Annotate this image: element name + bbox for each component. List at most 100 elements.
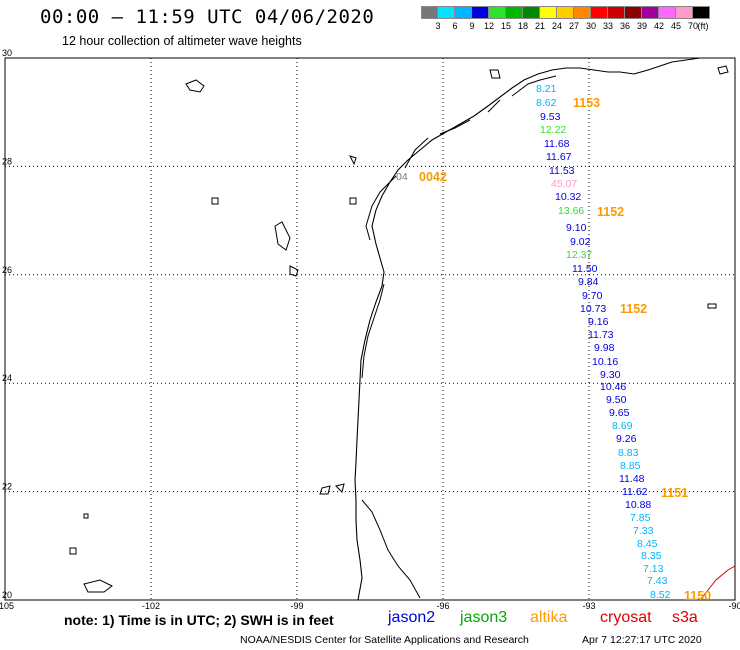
lat-tick-label: 28 [2,156,12,166]
pass-time-label: 0042 [419,170,447,184]
swh-value: 8.52 [650,589,671,601]
legend-entry-altika: altika [530,609,568,626]
color-scale-label: 36 [619,21,631,31]
lon-tick-label: -102 [142,601,160,611]
map-title: 00:00 – 11:59 UTC 04/06/2020 [40,6,375,28]
coastline [354,57,712,601]
color-swatch [540,6,557,19]
swh-value: 9.10 [566,222,587,234]
swh-value: 8.35 [641,550,662,562]
lon-tick-label: -90 [728,601,740,611]
swh-value: 04 [396,171,408,183]
color-scale-label: 15 [500,21,512,31]
swh-value: 9.70 [582,290,603,302]
color-scale-label: 12 [483,21,495,31]
lon-tick-label: -93 [582,601,595,611]
lat-tick-label: 20 [2,590,12,600]
swh-value: 11.62 [622,486,648,498]
legend-entry-s3a: s3a [672,609,698,626]
swh-value: 9.16 [588,316,609,328]
pass-time-label: 1152 [597,205,624,219]
swh-values: 8.218.629.5312.2211.6811.6711.5345.0710.… [396,83,671,601]
units-note: note: 1) Time is in UTC; 2) SWH is in fe… [64,612,334,628]
color-scale-label: 42 [653,21,665,31]
map-subtitle: 12 hour collection of altimeter wave hei… [62,34,302,48]
swh-value: 12.22 [540,124,566,136]
swh-value: 8.69 [612,420,633,432]
swh-value: 8.85 [620,460,641,472]
swh-value: 9.30 [600,369,621,381]
swh-value: 11.50 [572,263,598,275]
swh-value: 7.13 [643,563,664,575]
color-swatch [523,6,540,19]
color-swatch [438,6,455,19]
swh-value: 10.32 [555,191,581,203]
legend-entry-jason2: jason2 [388,609,436,626]
swh-value: 9.98 [594,342,615,354]
color-scale-label: 18 [517,21,529,31]
southeast-coast [699,565,736,601]
color-swatch [455,6,472,19]
color-swatch [591,6,608,19]
swh-value: 8.21 [536,83,557,95]
pass-time-label: 1150 [684,589,711,603]
color-swatch [489,6,506,19]
color-swatch [421,6,438,19]
swh-value: 8.62 [536,97,557,109]
color-scale-label: (ft) [697,21,709,31]
color-scale-label: 70 [687,21,699,31]
color-scale-label: 39 [636,21,648,31]
inland-features [69,65,729,593]
color-scale-label: 21 [534,21,546,31]
color-scale-label: 33 [602,21,614,31]
swh-value: 8.83 [618,447,639,459]
color-swatch [608,6,625,19]
color-scale-label: 45 [670,21,682,31]
color-scale-label: 27 [568,21,580,31]
swh-value: 9.50 [606,394,627,406]
color-swatch [625,6,642,19]
swh-value: 13.66 [558,205,584,217]
swh-value: 10.16 [592,356,618,368]
color-scale-label: 6 [452,21,458,31]
swh-value: 9.02 [570,236,591,248]
swh-value: 11.68 [544,138,570,150]
legend-entry-jason3: jason3 [460,609,508,626]
inner-coastline [365,75,557,241]
color-swatch [676,6,693,19]
swh-value: 11.48 [619,473,645,485]
color-scale-label: 3 [435,21,441,31]
yucatan-coast [361,499,421,599]
color-scale-label: 9 [469,21,475,31]
legend-entry-cryosat: cryosat [600,609,652,626]
swh-value: 9.26 [616,433,637,445]
swh-value: 11.73 [588,329,614,341]
lon-tick-label: -96 [436,601,449,611]
color-swatch [574,6,591,19]
color-scale-bar [421,6,710,19]
axis-tick-labels: -105 -102 -99 -96 -93 -90 30 28 26 24 22 20 [0,48,740,611]
color-swatch [472,6,489,19]
swh-value: 10.88 [625,499,651,511]
pass-time-label: 1152 [620,302,647,316]
swh-value: 9.53 [540,111,561,123]
swh-value: 9.84 [578,276,599,288]
lat-tick-label: 30 [2,48,12,58]
swh-value: 7.43 [647,575,668,587]
swh-value: 11.53 [549,165,575,177]
generated-timestamp: Apr 7 12:27:17 UTC 2020 [582,634,702,646]
lat-tick-label: 24 [2,373,12,383]
lon-tick-label: -99 [290,601,303,611]
color-scale-label: 24 [551,21,563,31]
swh-value: 9.65 [609,407,630,419]
swh-value: 12.37 [566,249,592,261]
pass-time-label: 1151 [661,486,688,500]
barrier-island [361,283,385,379]
color-swatch [557,6,574,19]
map-frame [4,57,736,601]
swh-value: 10.73 [580,303,606,315]
color-swatch [659,6,676,19]
swh-value: 8.45 [637,538,658,550]
color-scale-labels: 3 6 9 12 15 18 21 24 27 30 33 36 39 42 45 70 (ft) [421,21,740,33]
